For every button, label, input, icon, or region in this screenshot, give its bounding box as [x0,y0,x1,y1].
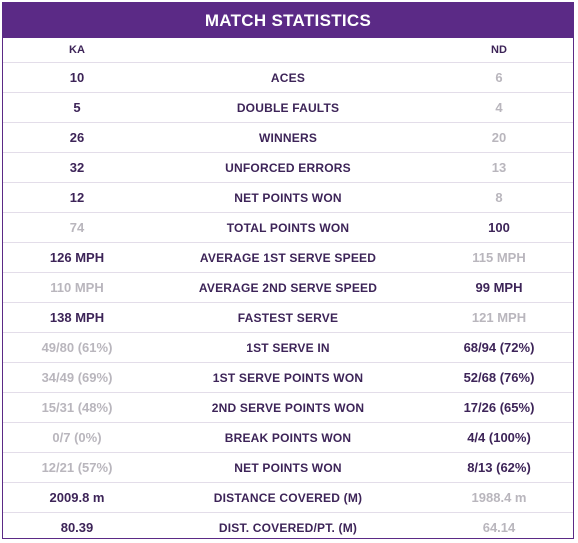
stat-row: 5 DOUBLE FAULTS 4 [3,92,573,122]
stat-row: 0/7 (0%) BREAK POINTS WON 4/4 (100%) [3,422,573,452]
stat-left-value: 126 MPH [49,250,105,265]
player-right-name: ND [491,44,507,56]
stat-row: 126 MPH AVERAGE 1ST SERVE SPEED 115 MPH [3,242,573,272]
stat-left-value: 5 [73,100,81,115]
stat-right-value: 20 [491,130,507,145]
stat-row: 34/49 (69%) 1ST SERVE POINTS WON 52/68 (76… [3,362,573,392]
stat-label: FASTEST SERVE [237,310,339,325]
stat-label: DIST. COVERED/PT. (M) [218,520,358,535]
stat-row: 15/31 (48%) 2ND SERVE POINTS WON 17/26 (65… [3,392,573,422]
stat-left-value: 32 [69,160,85,175]
stat-row: 10 ACES 6 [3,62,573,92]
stat-row: 26 WINNERS 20 [3,122,573,152]
stat-label: AVERAGE 1ST SERVE SPEED [199,250,377,265]
stat-right-value: 121 MPH [471,310,527,325]
stat-label: TOTAL POINTS WON [226,220,350,235]
stat-left-value: 10 [69,70,85,85]
stat-row: 110 MPH AVERAGE 2ND SERVE SPEED 99 MPH [3,272,573,302]
stat-row: 49/80 (61%) 1ST SERVE IN 68/94 (72%) [3,332,573,362]
stat-right-value: 115 MPH [472,250,526,265]
stat-label: 2ND SERVE POINTS WON [211,400,365,415]
player-header-row: KA ND [3,38,573,62]
stat-label: 1ST SERVE POINTS WON [212,370,364,385]
stat-right-value: 64.14 [482,520,516,535]
stat-label: WINNERS [258,130,318,145]
stat-right-value: 4/4 (100%) [467,430,531,445]
stat-left-value: 0/7 (0%) [52,430,102,445]
stat-left-value: 12/21 (57%) [41,460,113,475]
stat-left-value: 34/49 (69%) [41,370,113,385]
stat-right-value: 4 [495,100,503,115]
stat-row: 2009.8 m DISTANCE COVERED (M) 1988.4 m [3,482,573,512]
stat-label: DOUBLE FAULTS [236,100,340,115]
stat-row: 80.39 DIST. COVERED/PT. (M) 64.14 [3,512,573,542]
stat-row: 74 TOTAL POINTS WON 100 [3,212,573,242]
stat-right-value: 13 [491,160,507,175]
stat-label: BREAK POINTS WON [224,430,352,445]
match-statistics-panel: MATCH STATISTICS KA ND 10 ACES 6 5 DOUBLE FA… [2,2,574,539]
stat-row: 138 MPH FASTEST SERVE 121 MPH [3,302,573,332]
stat-label: UNFORCED ERRORS [225,160,351,175]
stat-left-value: 26 [69,130,85,145]
stat-left-value: 15/31 (48%) [41,400,113,415]
stat-label: NET POINTS WON [234,190,342,205]
stat-right-value: 99 MPH [475,280,523,295]
stat-label: DISTANCE COVERED (M) [213,490,363,505]
stat-left-value: 74 [69,220,85,235]
stat-right-value: 8/13 (62%) [467,460,531,475]
stat-label: NET POINTS WON [234,460,342,475]
player-left-name: KA [69,44,85,56]
stat-right-value: 52/68 (76%) [463,370,535,385]
stat-left-value: 110 MPH [50,280,104,295]
stat-right-value: 1988.4 m [471,490,527,505]
stat-left-value: 80.39 [60,520,94,535]
stat-right-value: 17/26 (65%) [463,400,535,415]
stat-label: AVERAGE 2ND SERVE SPEED [198,280,378,295]
stat-left-value: 2009.8 m [49,490,105,505]
stat-right-value: 8 [495,190,503,205]
stat-right-value: 68/94 (72%) [463,340,535,355]
stats-table: 10 ACES 6 5 DOUBLE FAULTS 4 26 WINNERS 20 32 UNFOR… [3,62,573,542]
stat-left-value: 138 MPH [49,310,105,325]
stat-label: 1ST SERVE IN [246,340,330,355]
stat-label: ACES [270,70,306,85]
stat-right-value: 100 [488,220,510,235]
stat-row: 12 NET POINTS WON 8 [3,182,573,212]
stat-row: 32 UNFORCED ERRORS 13 [3,152,573,182]
stat-row: 12/21 (57%) NET POINTS WON 8/13 (62%) [3,452,573,482]
panel-title: MATCH STATISTICS [3,3,573,38]
stat-left-value: 12 [69,190,85,205]
stat-left-value: 49/80 (61%) [41,340,113,355]
stat-right-value: 6 [495,70,503,85]
